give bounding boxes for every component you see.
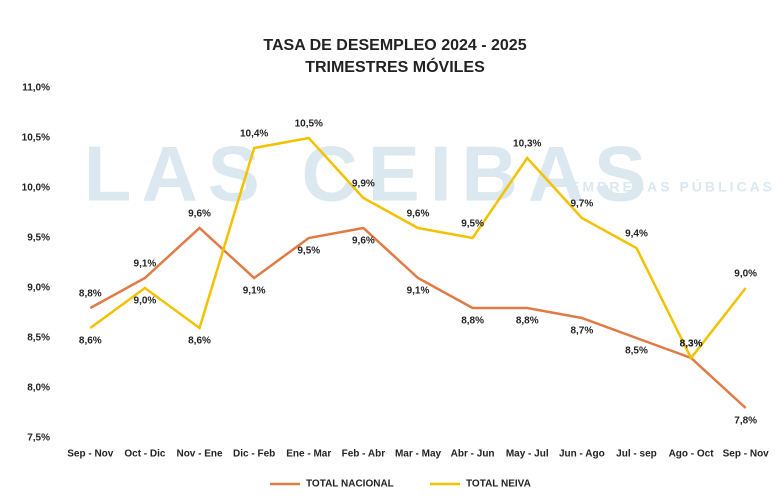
data-label: 10,5% bbox=[295, 119, 323, 130]
x-tick-label: Jun - Ago bbox=[559, 449, 605, 460]
data-label: 9,6% bbox=[407, 209, 430, 220]
watermark-sub: EMPRESAS PÚBLICAS DE NEIVA E.S.P bbox=[570, 178, 775, 195]
x-tick-label: Mar - May bbox=[395, 449, 442, 460]
x-tick-label: Nov - Ene bbox=[176, 449, 223, 460]
legend-label: TOTAL NEIVA bbox=[466, 479, 531, 490]
series-line bbox=[89, 226, 747, 409]
data-label: 8,8% bbox=[79, 289, 102, 300]
data-label: 8,8% bbox=[516, 316, 539, 327]
data-label: 8,6% bbox=[79, 336, 102, 347]
data-label: 9,1% bbox=[407, 286, 430, 297]
y-tick-label: 9,5% bbox=[27, 233, 50, 244]
chart-subtitle: TRIMESTRES MÓVILES bbox=[305, 57, 485, 76]
data-label: 9,5% bbox=[461, 219, 484, 230]
data-label: 9,5% bbox=[297, 246, 320, 257]
data-label: 8,5% bbox=[625, 346, 648, 357]
x-tick-label: Oct - Dic bbox=[124, 449, 166, 460]
data-label: 8,6% bbox=[188, 336, 211, 347]
chart-title: TASA DE DESEMPLEO 2024 - 2025 bbox=[263, 37, 526, 54]
y-tick-label: 7,5% bbox=[27, 433, 50, 444]
data-label: 9,6% bbox=[188, 209, 211, 220]
x-tick-label: Abr - Jun bbox=[451, 449, 495, 460]
data-label: 7,8% bbox=[734, 416, 757, 427]
data-label: 8,3% bbox=[680, 339, 703, 350]
y-tick-label: 10,5% bbox=[22, 133, 50, 144]
data-label: 9,1% bbox=[134, 259, 157, 270]
data-label: 8,7% bbox=[570, 326, 593, 337]
y-tick-label: 10,0% bbox=[22, 183, 50, 194]
x-tick-label: Dic - Feb bbox=[233, 449, 275, 460]
y-tick-label: 11,0% bbox=[22, 83, 50, 94]
x-tick-label: Sep - Nov bbox=[67, 449, 114, 460]
data-label: 9,0% bbox=[134, 296, 157, 307]
data-label: 9,7% bbox=[570, 199, 593, 210]
data-label: 8,3% bbox=[680, 339, 703, 350]
y-tick-label: 8,5% bbox=[27, 333, 50, 344]
series-line bbox=[89, 136, 747, 361]
data-label: 9,4% bbox=[625, 229, 648, 240]
x-tick-label: May - Jul bbox=[506, 449, 549, 460]
watermark: LAS CEIBAS bbox=[84, 130, 656, 218]
x-tick-label: Sep - Nov bbox=[723, 449, 770, 460]
data-label: 9,1% bbox=[243, 286, 266, 297]
y-tick-label: 9,0% bbox=[27, 283, 50, 294]
data-label: 10,3% bbox=[513, 139, 541, 150]
data-label: 9,6% bbox=[352, 236, 375, 247]
data-label: 8,8% bbox=[461, 316, 484, 327]
x-tick-label: Jul - sep bbox=[616, 449, 657, 460]
data-label: 10,4% bbox=[240, 129, 268, 140]
legend-label: TOTAL NACIONAL bbox=[306, 479, 394, 490]
data-label: 9,9% bbox=[352, 179, 375, 190]
data-label: 9,0% bbox=[734, 269, 757, 280]
x-tick-label: Ago - Oct bbox=[669, 449, 715, 460]
x-tick-label: Feb - Abr bbox=[342, 449, 386, 460]
y-tick-label: 8,0% bbox=[27, 383, 50, 394]
x-tick-label: Ene - Mar bbox=[286, 449, 331, 460]
